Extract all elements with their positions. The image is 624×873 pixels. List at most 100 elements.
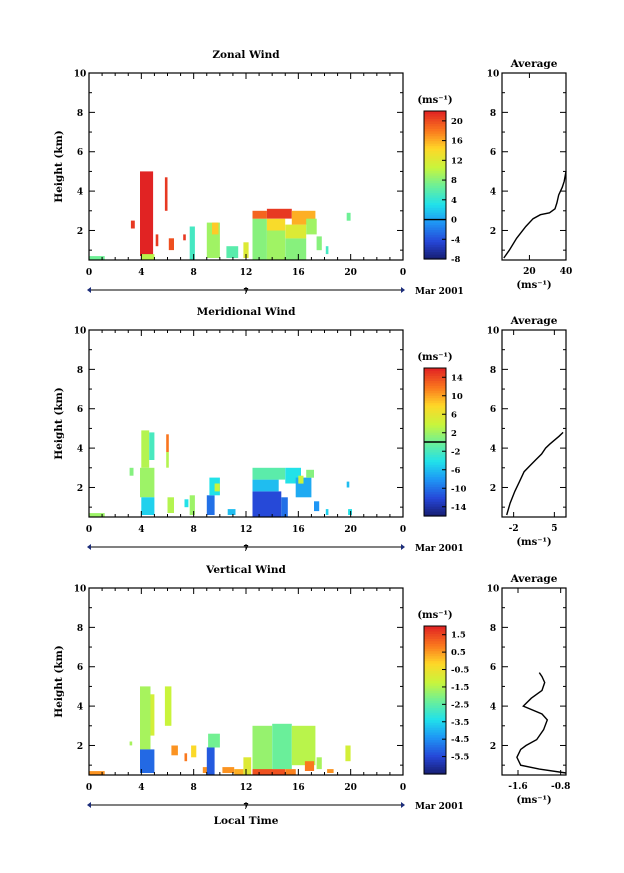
colorbar-segment (424, 385, 446, 389)
x-tick-label: 8 (191, 268, 197, 278)
colorbar-segment (424, 157, 446, 161)
colorbar-segment (424, 229, 446, 233)
heat-patch (234, 769, 244, 775)
colorbar-frame (423, 625, 447, 775)
profile-line (506, 431, 564, 516)
colorbar-segment (424, 400, 446, 404)
colorbar-segment (424, 769, 446, 773)
colorbar-segment (424, 474, 446, 478)
colorbar-segment (424, 503, 446, 507)
heat-patch (164, 177, 168, 211)
colorbar-tick-label: 6 (451, 410, 457, 420)
colorbar-segment (424, 456, 446, 460)
colorbar-segment (424, 704, 446, 708)
colorbar-segment (424, 653, 446, 657)
colorbar-segment (424, 143, 446, 147)
colorbar-segment (424, 498, 446, 502)
y-tick-label: 6 (77, 148, 83, 158)
profile-y-tick-label: 2 (490, 484, 496, 494)
colorbar-segment (424, 496, 446, 500)
profile-frame (501, 329, 567, 518)
heat-patch (316, 236, 322, 251)
colorbar-segment (424, 692, 446, 696)
colorbar-segment (424, 719, 446, 723)
heat-patch (149, 432, 155, 460)
colorbar-segment (424, 197, 446, 201)
colorbar-segment (424, 513, 446, 517)
colorbar-segment (424, 729, 446, 733)
heat-patch (272, 723, 292, 770)
colorbar-tick-label: -0.5 (451, 666, 469, 676)
x-tick-label: 4 (138, 525, 144, 535)
colorbar-segment (424, 756, 446, 760)
heat-patch (166, 452, 169, 468)
colorbar-segment (424, 626, 446, 630)
heat-patch (327, 769, 334, 773)
heat-patch (306, 218, 317, 235)
y-tick-label: 2 (77, 227, 83, 237)
colorbar-segment (424, 239, 446, 243)
heat-patch (227, 509, 236, 515)
colorbar-segment (424, 422, 446, 426)
heat-patch (202, 767, 208, 773)
colorbar-segment (424, 412, 446, 416)
colorbar-segment (424, 185, 446, 189)
heat-patch (129, 467, 134, 476)
colorbar-segment (424, 390, 446, 394)
colorbar-segment (424, 501, 446, 505)
heat-patch (346, 481, 350, 488)
colorbar-segment (424, 395, 446, 399)
colorbar-segment (424, 724, 446, 728)
plot-frame (88, 72, 404, 261)
heat-patch (314, 501, 320, 512)
colorbar-tick-label: 1.5 (451, 631, 466, 641)
profile-title: Average (510, 58, 558, 70)
heat-patch (304, 761, 315, 771)
colorbar-segment (424, 140, 446, 144)
profile-title: Average (510, 573, 558, 585)
colorbar-frame (423, 110, 447, 260)
colorbar-segment (424, 387, 446, 391)
heat-patch (316, 757, 322, 770)
heat-patch (252, 467, 286, 480)
colorbar-segment (424, 234, 446, 238)
colorbar-segment (424, 459, 446, 463)
profile-x-axis-label: (ms⁻¹) (516, 280, 551, 291)
colorbar-segment (424, 732, 446, 736)
colorbar-segment (424, 432, 446, 436)
heat-patch (285, 769, 296, 775)
colorbar-segment (424, 172, 446, 176)
heat-patch (168, 238, 174, 251)
colorbar-segment (424, 407, 446, 411)
colorbar-segment (424, 130, 446, 134)
colorbar-segment (424, 256, 446, 260)
colorbar-segment (424, 375, 446, 379)
colorbar-segment (424, 734, 446, 738)
y-tick-label: 6 (77, 663, 83, 673)
colorbar-segment (424, 120, 446, 124)
colorbar-segment (424, 771, 446, 775)
colorbar-segment (424, 125, 446, 129)
heat-patch (184, 753, 188, 762)
colorbar-segment (424, 766, 446, 770)
colorbar-segment (424, 202, 446, 206)
profile-x-tick-label: -0.8 (551, 782, 570, 792)
panel-2: Meridional Wind 2 4 6 8 10 Height (km) 0 4 8 12 16 2… (53, 306, 567, 554)
panel-title: Zonal Wind (212, 49, 280, 61)
colorbar-segment (424, 687, 446, 691)
profile-x-tick-label: 20 (523, 267, 536, 277)
heat-patch (243, 757, 252, 775)
heat-patch (212, 222, 219, 235)
colorbar-segment (424, 236, 446, 240)
colorbar-segment (424, 167, 446, 171)
heat-patch (89, 771, 105, 775)
colorbar-tick-label: -6 (451, 466, 461, 476)
profile-line (503, 171, 567, 259)
colorbar-segment (424, 226, 446, 230)
x-tick-label: 0 (86, 783, 92, 793)
colorbar-segment (424, 633, 446, 637)
colorbar-segment (424, 741, 446, 745)
colorbar-tick-label: 14 (451, 373, 463, 383)
date-label: Mar 2001 (415, 544, 464, 554)
y-tick-label: 10 (74, 327, 87, 337)
